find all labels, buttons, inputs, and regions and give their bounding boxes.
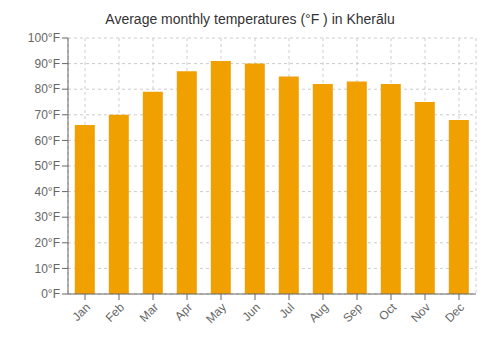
- svg-text:50°F: 50°F: [35, 159, 60, 173]
- svg-text:10°F: 10°F: [35, 262, 60, 276]
- svg-text:0°F: 0°F: [41, 287, 60, 301]
- svg-text:Jul: Jul: [276, 300, 297, 321]
- svg-text:40°F: 40°F: [35, 185, 60, 199]
- html-text:Average monthly temperatures (: Average monthly temperatures (°F ) in Kh…: [105, 11, 395, 27]
- svg-text:Nov: Nov: [408, 300, 433, 325]
- svg-text:Jan: Jan: [70, 300, 94, 324]
- svg-text:70°F: 70°F: [35, 108, 60, 122]
- svg-text:90°F: 90°F: [35, 57, 60, 71]
- svg-text:100°F: 100°F: [28, 31, 60, 45]
- svg-text:60°F: 60°F: [35, 134, 60, 148]
- svg-text:80°F: 80°F: [35, 82, 60, 96]
- svg-text:Feb: Feb: [103, 300, 128, 325]
- svg-text:May: May: [203, 300, 229, 326]
- svg-text:Jun: Jun: [240, 300, 264, 324]
- svg-text:30°F: 30°F: [35, 210, 60, 224]
- svg-text:20°F: 20°F: [35, 236, 60, 250]
- svg-text:Sep: Sep: [340, 300, 365, 325]
- svg-text:Aug: Aug: [306, 300, 331, 325]
- svg-text:Apr: Apr: [172, 300, 195, 323]
- svg-text:Dec: Dec: [442, 300, 467, 325]
- svg-text:Oct: Oct: [376, 300, 400, 324]
- svg-text:Mar: Mar: [137, 300, 162, 325]
